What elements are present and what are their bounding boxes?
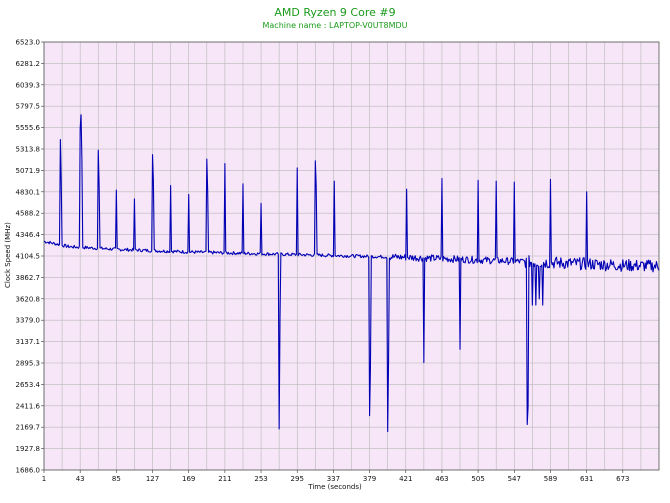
y-tick-label: 6523.0 (16, 39, 41, 47)
y-tick-label: 5797.5 (16, 103, 41, 111)
x-tick-label: 1 (42, 475, 46, 483)
x-tick-label: 295 (291, 475, 304, 483)
chart-title: AMD Ryzen 9 Core #9 (274, 6, 396, 19)
series-line (43, 114, 660, 433)
x-tick-label: 547 (508, 475, 521, 483)
y-tick-label: 4588.2 (16, 210, 41, 218)
chart-subtitle: Machine name : LAPTOP-V0UT8MDU (262, 21, 408, 30)
x-tick-label: 463 (435, 475, 448, 483)
y-tick-label: 6281.2 (16, 60, 41, 68)
y-tick-label: 5313.8 (16, 145, 41, 153)
y-tick-label: 2895.3 (16, 359, 41, 367)
x-tick-label: 169 (182, 475, 195, 483)
x-tick-label: 43 (76, 475, 85, 483)
y-tick-label: 3137.1 (16, 338, 41, 346)
y-tick-label: 2653.4 (16, 381, 41, 389)
y-tick-label: 4346.4 (16, 231, 41, 239)
y-tick-label: 5071.9 (16, 167, 41, 175)
y-tick-label: 3379.0 (16, 317, 41, 325)
y-tick-label: 2169.7 (16, 424, 41, 432)
y-tick-label: 4830.1 (16, 188, 41, 196)
x-tick-label: 127 (146, 475, 159, 483)
y-tick-label: 1686.0 (16, 467, 41, 475)
y-tick-label: 3862.7 (16, 274, 41, 282)
x-tick-label: 421 (399, 475, 412, 483)
x-axis-label: Time (seconds) (308, 483, 362, 491)
x-tick-label: 211 (218, 475, 231, 483)
x-tick-label: 253 (254, 475, 267, 483)
y-tick-label: 1927.8 (16, 445, 41, 453)
x-tick-label: 673 (616, 475, 629, 483)
y-tick-label: 5555.6 (16, 124, 41, 132)
y-tick-label: 3620.8 (16, 295, 41, 303)
x-tick-label: 505 (471, 475, 484, 483)
plot-frame (43, 41, 660, 471)
x-tick-label: 379 (363, 475, 376, 483)
y-tick-label: 2411.6 (16, 402, 41, 410)
x-tick-label: 337 (327, 475, 340, 483)
y-tick-label: 6039.3 (16, 81, 41, 89)
x-tick-label: 631 (580, 475, 593, 483)
x-tick-label: 589 (544, 475, 557, 483)
y-tick-label: 4104.5 (16, 253, 41, 261)
x-tick-label: 85 (112, 475, 121, 483)
